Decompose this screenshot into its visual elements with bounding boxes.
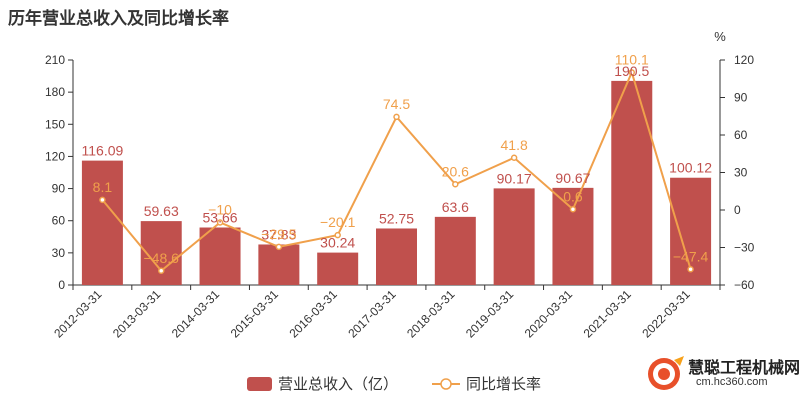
- y-right-tick-label: 90: [734, 91, 748, 105]
- y-left-tick-label: 150: [45, 117, 65, 131]
- x-tick-label: 2012-03-31: [51, 287, 105, 341]
- y-right-tick-label: 30: [734, 166, 748, 180]
- bar-value-label: 100.12: [669, 160, 712, 176]
- data-labels: 116.09 59.63 53.66 37.83 30.24 52.75 63.6 90.17…: [82, 51, 713, 265]
- bar-value-label: 90.67: [555, 170, 590, 186]
- watermark-brand: 慧聪工程机械网: [688, 360, 800, 377]
- y-left-tick-label: 210: [45, 53, 65, 67]
- bar-value-label: 190.5: [614, 63, 649, 79]
- bar-value-label: 30.24: [320, 235, 355, 251]
- y-right-tick-label: 60: [734, 128, 748, 142]
- legend-line-marker: [440, 378, 452, 390]
- growth-value-label: −20.1: [320, 214, 356, 230]
- revenue-bar[interactable]: [258, 244, 300, 285]
- y-left-tick-label: 180: [45, 85, 65, 99]
- y-left-tick-label: 90: [52, 182, 66, 196]
- legend-bar-swatch: [247, 377, 272, 391]
- growth-value-label: 74.5: [383, 96, 410, 112]
- growth-value-label: 110.1: [615, 51, 649, 67]
- y-left-tick-label: 120: [45, 149, 65, 163]
- revenue-bar[interactable]: [199, 227, 241, 285]
- revenue-bars: [81, 80, 712, 286]
- x-tick-label: 2016-03-31: [286, 287, 340, 341]
- revenue-bar[interactable]: [552, 187, 594, 285]
- y-right-tick-label: 120: [734, 53, 754, 67]
- bar-value-label: 116.09: [82, 143, 124, 159]
- growth-point[interactable]: [334, 231, 341, 239]
- growth-point[interactable]: [510, 154, 518, 161]
- bar-value-label: 52.75: [379, 210, 414, 226]
- growth-point[interactable]: [393, 113, 400, 121]
- y-right-tick-label: −30: [734, 241, 755, 255]
- watermark: 慧聪工程机械网 cm.hc360.com: [644, 352, 800, 396]
- growth-value-label: −48.6: [144, 250, 180, 266]
- x-tick-label: 2017-03-31: [345, 287, 399, 341]
- legend-bar-label: 营业总收入（亿）: [278, 376, 398, 393]
- growth-value-label: 20.6: [442, 163, 469, 179]
- watermark-logo-icon: [648, 356, 684, 390]
- y-left-tick-label: 0: [58, 278, 65, 292]
- revenue-bar[interactable]: [611, 80, 653, 286]
- legend[interactable]: 营业总收入（亿） 同比增长率: [247, 376, 541, 393]
- bar-value-label: 53.66: [203, 210, 238, 226]
- revenue-bar[interactable]: [317, 252, 359, 285]
- revenue-bar[interactable]: [434, 216, 476, 285]
- page-title: 历年营业总收入及同比增长率: [8, 9, 229, 28]
- growth-point[interactable]: [569, 206, 577, 213]
- growth-point[interactable]: [275, 243, 283, 251]
- revenue-bar[interactable]: [376, 228, 417, 285]
- y-left-tick-label: 30: [52, 246, 66, 260]
- bar-value-label: 37.83: [261, 226, 296, 242]
- growth-point[interactable]: [216, 219, 224, 226]
- x-tick-label: 2021-03-31: [581, 287, 635, 341]
- growth-value-label: −10: [208, 202, 232, 218]
- growth-value-label: −29.5: [261, 226, 297, 242]
- watermark-url: cm.hc360.com: [696, 376, 768, 388]
- x-tick-label: 2018-03-31: [404, 287, 458, 341]
- growth-point[interactable]: [628, 69, 636, 76]
- growth-value-label: −47.4: [673, 248, 709, 264]
- bar-value-label: 63.6: [442, 199, 469, 215]
- revenue-bar[interactable]: [81, 160, 123, 285]
- bar-value-label: 59.63: [144, 203, 179, 219]
- growth-point[interactable]: [452, 181, 459, 188]
- x-tick-label: 2022-03-31: [639, 287, 693, 341]
- x-tick-label: 2020-03-31: [522, 287, 576, 341]
- growth-value-label: 41.8: [501, 137, 528, 153]
- x-tick-label: 2015-03-31: [228, 287, 282, 341]
- y-right-tick-label: −60: [734, 278, 755, 292]
- growth-line: [99, 69, 694, 274]
- growth-point[interactable]: [99, 196, 106, 204]
- x-tick-label: 2019-03-31: [463, 287, 517, 341]
- revenue-bar[interactable]: [493, 188, 535, 285]
- growth-point[interactable]: [157, 267, 165, 274]
- y-left-tick-label: 60: [52, 214, 66, 228]
- x-tick-label: 2013-03-31: [110, 287, 164, 341]
- legend-line-label: 同比增长率: [466, 376, 541, 393]
- x-tick-label: 2014-03-31: [169, 287, 223, 341]
- growth-value-label: 0.6: [563, 188, 583, 204]
- growth-value-label: 8.1: [93, 179, 113, 195]
- y-right-tick-label: 0: [734, 203, 741, 217]
- y-right-unit: %: [714, 29, 726, 44]
- bar-value-label: 90.17: [497, 170, 532, 186]
- growth-point[interactable]: [687, 266, 694, 273]
